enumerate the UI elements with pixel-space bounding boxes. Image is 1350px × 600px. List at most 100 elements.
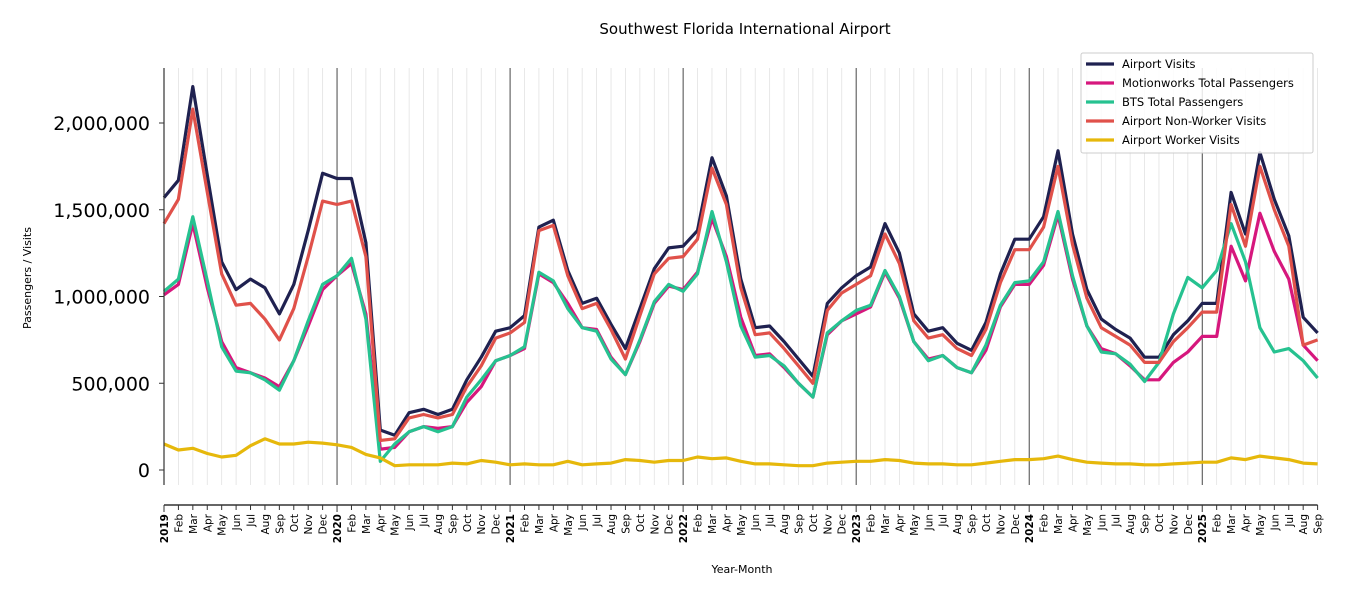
x-tick-label: May bbox=[390, 514, 402, 536]
x-tick-label: Oct bbox=[635, 514, 647, 532]
x-tick-label: Mar bbox=[1053, 513, 1065, 533]
y-axis-ticks: 0 500,000 1,000,000 1,500,000 2,000,000 bbox=[53, 113, 164, 482]
x-tick-label: 2022 bbox=[678, 514, 690, 543]
x-tick-label: 2024 bbox=[1024, 514, 1036, 543]
y-tick-label: 500,000 bbox=[71, 373, 150, 395]
x-tick-label: Dec bbox=[664, 514, 676, 535]
x-tick-label: Sep bbox=[1140, 514, 1152, 534]
x-tick-label: Feb bbox=[1212, 514, 1224, 533]
x-tick-label: May bbox=[1082, 514, 1094, 536]
x-tick-label: Nov bbox=[649, 514, 661, 535]
legend-box bbox=[1080, 52, 1314, 154]
x-tick-label: Jul bbox=[419, 514, 431, 528]
x-tick-label: Feb bbox=[173, 514, 185, 533]
x-tick-label: Nov bbox=[1168, 514, 1180, 535]
x-tick-label: May bbox=[217, 514, 229, 536]
x-tick-label: Aug bbox=[1298, 514, 1310, 535]
x-tick-label: 2021 bbox=[505, 514, 517, 543]
x-tick-label: 2020 bbox=[332, 514, 344, 543]
x-tick-label: Nov bbox=[995, 514, 1007, 535]
x-tick-label: Jul bbox=[765, 514, 777, 528]
x-tick-label: Sep bbox=[274, 514, 286, 534]
x-tick-label: Feb bbox=[693, 514, 705, 533]
x-tick-label: Oct bbox=[981, 514, 993, 532]
x-tick-label: Feb bbox=[1039, 514, 1051, 533]
x-tick-label: Apr bbox=[1241, 513, 1253, 532]
x-tick-label: Oct bbox=[289, 514, 301, 532]
x-tick-label: Apr bbox=[894, 513, 906, 532]
series-line-3 bbox=[162, 107, 1319, 443]
x-tick-label: Aug bbox=[433, 514, 445, 535]
x-tick-label: Sep bbox=[793, 514, 805, 534]
y-tick-label: 0 bbox=[138, 460, 150, 482]
x-tick-label: Jun bbox=[750, 514, 762, 531]
x-tick-label: Oct bbox=[1154, 514, 1166, 532]
x-tick-label: Sep bbox=[620, 514, 632, 534]
x-tick-label: Jun bbox=[1096, 514, 1108, 531]
x-tick-label: 2023 bbox=[851, 514, 863, 543]
x-tick-label: Aug bbox=[260, 514, 272, 535]
x-tick-label: Mar bbox=[188, 513, 200, 533]
x-tick-label: Mar bbox=[1226, 513, 1238, 533]
x-tick-label: Mar bbox=[707, 513, 719, 533]
x-tick-label: Jun bbox=[1269, 514, 1281, 531]
x-tick-label: Jun bbox=[923, 514, 935, 531]
x-tick-label: Jul bbox=[592, 514, 604, 528]
x-tick-label: 2019 bbox=[159, 514, 171, 543]
x-axis-ticks: 2019 Feb Mar Apr May Jun Jul Aug Sep Oct Nov Dec 202… bbox=[159, 505, 1325, 543]
x-tick-label: Jul bbox=[1284, 514, 1296, 528]
x-tick-label: Jul bbox=[938, 514, 950, 528]
x-tick-label: Aug bbox=[606, 514, 618, 535]
x-tick-label: May bbox=[736, 514, 748, 536]
x-tick-label: May bbox=[909, 514, 921, 536]
y-tick-label: 1,000,000 bbox=[53, 287, 150, 309]
x-tick-label: Sep bbox=[1313, 514, 1325, 534]
x-tick-label: Apr bbox=[548, 513, 560, 532]
x-tick-label: Feb bbox=[520, 514, 532, 533]
x-tick-label: Feb bbox=[346, 514, 358, 533]
x-tick-label: Mar bbox=[361, 513, 373, 533]
series-line-2 bbox=[162, 209, 1319, 463]
x-tick-label: Apr bbox=[721, 513, 733, 532]
x-tick-label: Dec bbox=[837, 514, 849, 535]
legend: Airport Visits Motionworks Total Passenge… bbox=[1080, 52, 1314, 154]
x-tick-label: Dec bbox=[1010, 514, 1022, 535]
x-tick-label: Apr bbox=[202, 513, 214, 532]
series-line-4 bbox=[163, 437, 1318, 468]
x-tick-label: Dec bbox=[1183, 514, 1195, 535]
x-tick-label: Jul bbox=[1111, 514, 1123, 528]
x-tick-label: 2025 bbox=[1197, 514, 1209, 543]
x-tick-label: Mar bbox=[534, 513, 546, 533]
x-tick-label: Dec bbox=[491, 514, 503, 535]
x-tick-label: Jul bbox=[246, 514, 258, 528]
x-tick-label: Nov bbox=[303, 514, 315, 535]
legend-label: Airport Worker Visits bbox=[1122, 133, 1240, 147]
x-tick-label: Jun bbox=[404, 514, 416, 531]
legend-label: BTS Total Passengers bbox=[1122, 95, 1243, 109]
chart-title: Southwest Florida International Airport bbox=[599, 20, 890, 38]
x-axis-label: Year-Month bbox=[710, 563, 772, 576]
x-tick-label: May bbox=[1255, 514, 1267, 536]
x-tick-label: Sep bbox=[447, 514, 459, 534]
x-tick-label: Dec bbox=[318, 514, 330, 535]
x-tick-label: Jun bbox=[231, 514, 243, 531]
x-tick-label: Aug bbox=[1125, 514, 1137, 535]
y-tick-label: 1,500,000 bbox=[53, 200, 150, 222]
x-tick-label: Feb bbox=[866, 514, 878, 533]
y-tick-label: 2,000,000 bbox=[53, 113, 150, 135]
x-tick-label: Oct bbox=[808, 514, 820, 532]
x-tick-label: Apr bbox=[1067, 513, 1079, 532]
y-axis-label: Passengers / Visits bbox=[21, 227, 34, 329]
x-tick-label: Apr bbox=[375, 513, 387, 532]
x-tick-label: Aug bbox=[779, 514, 791, 535]
legend-label: Motionworks Total Passengers bbox=[1122, 76, 1294, 90]
legend-label: Airport Non-Worker Visits bbox=[1122, 114, 1266, 128]
x-tick-label: May bbox=[563, 514, 575, 536]
x-tick-label: Sep bbox=[967, 514, 979, 534]
x-tick-label: Nov bbox=[822, 514, 834, 535]
x-tick-label: Nov bbox=[476, 514, 488, 535]
x-tick-label: Jun bbox=[577, 514, 589, 531]
x-tick-label: Aug bbox=[952, 514, 964, 535]
x-tick-label: Mar bbox=[880, 513, 892, 533]
